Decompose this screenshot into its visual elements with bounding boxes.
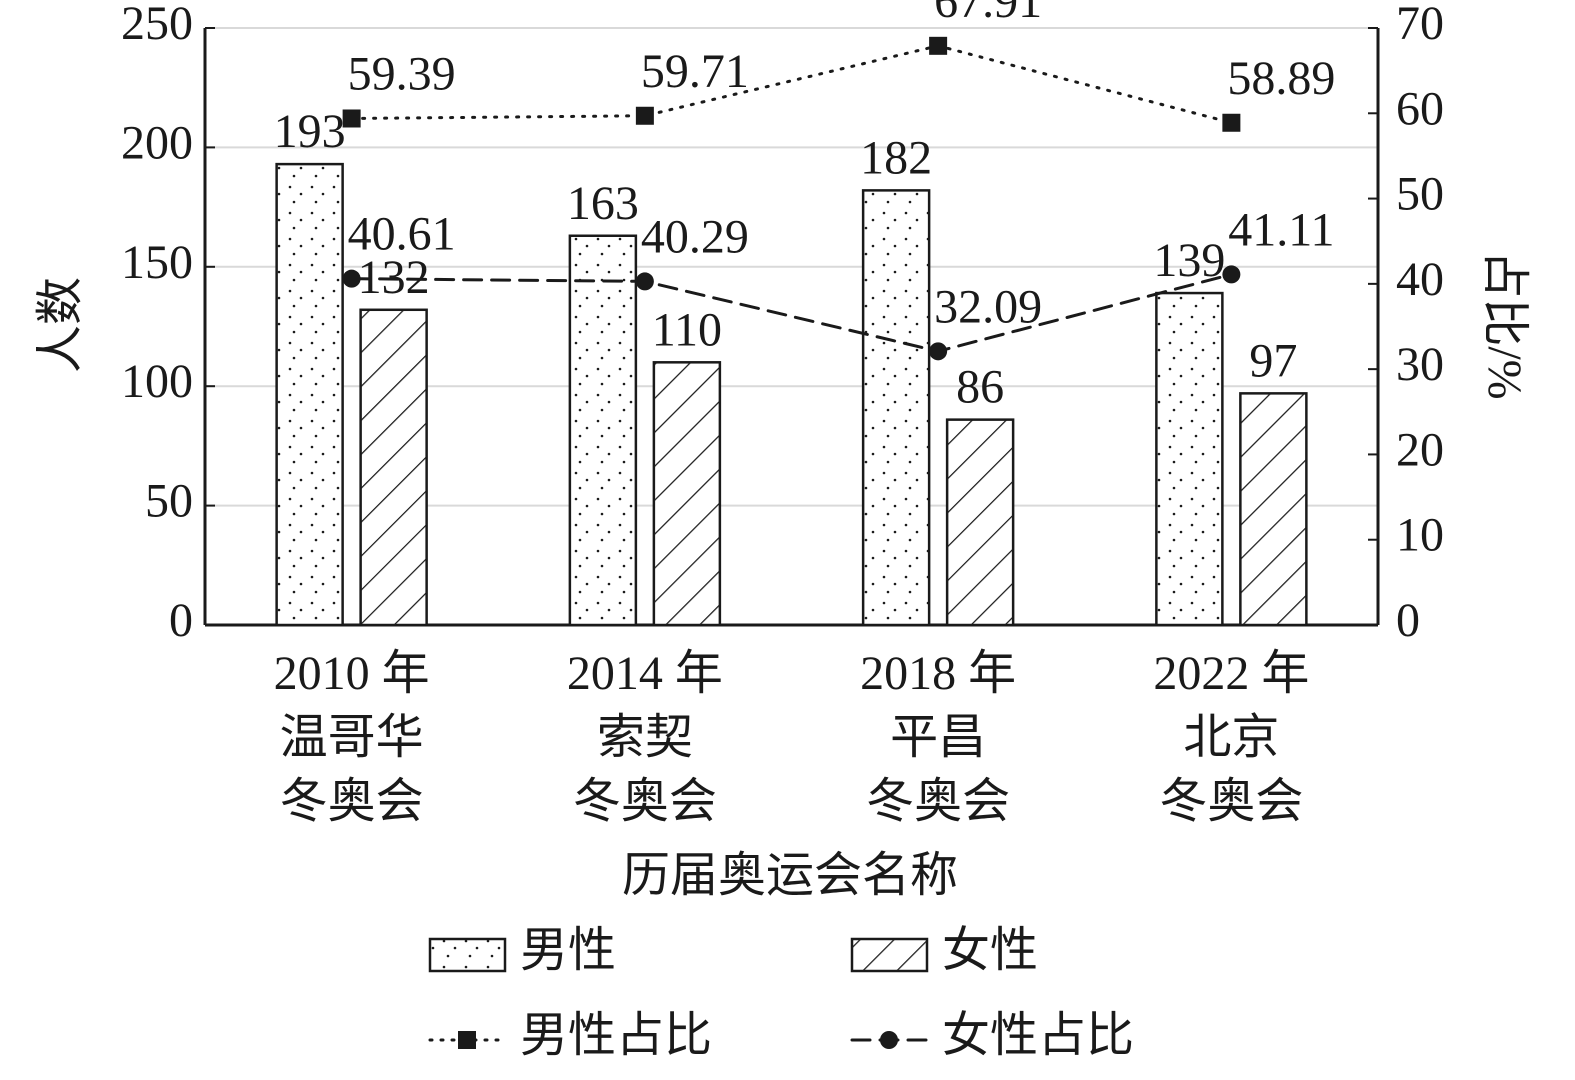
legend-label: 女性占比: [942, 1009, 1134, 1062]
x-tick-label: 冬奥会: [573, 775, 717, 828]
line-marker: [929, 342, 948, 361]
data-label: 40.29: [641, 210, 749, 263]
data-label: 67.91: [934, 0, 1042, 28]
x-tick-label: 2010 年: [274, 647, 430, 700]
x-tick-label: 温哥华: [280, 711, 424, 764]
legend-label: 男性占比: [520, 1009, 712, 1062]
y2-axis-title: 占比/%: [1478, 250, 1531, 399]
y2-tick-label: 10: [1396, 509, 1444, 562]
data-label: 59.39: [348, 48, 456, 101]
data-label: 40.61: [348, 208, 456, 261]
bar-pattern: [276, 164, 343, 625]
line-marker: [635, 106, 654, 125]
x-tick-label: 北京: [1183, 711, 1279, 764]
x-axis-title: 历届奥运会名称: [622, 849, 958, 902]
data-label: 97: [1249, 334, 1297, 387]
legend-swatch-pattern: [430, 939, 505, 971]
y-tick-label: 200: [121, 116, 193, 169]
data-label: 193: [274, 105, 346, 158]
line: [350, 44, 1233, 125]
bar-pattern: [863, 190, 930, 625]
bar-pattern: [360, 309, 427, 625]
line-marker: [1222, 113, 1241, 132]
line-marker: [342, 269, 361, 288]
line-marker: [929, 36, 948, 55]
y-tick-label: 150: [121, 236, 193, 289]
data-label: 41.11: [1228, 203, 1334, 256]
data-label: 32.09: [934, 280, 1042, 333]
line: [350, 272, 1233, 353]
data-label: 163: [567, 177, 639, 230]
y-tick-label: 250: [121, 0, 193, 50]
y2-tick-label: 50: [1396, 168, 1444, 221]
y2-tick-label: 20: [1396, 423, 1444, 476]
x-tick-label: 平昌: [890, 711, 986, 764]
y-tick-label: 0: [169, 594, 193, 647]
x-tick-label: 冬奥会: [280, 775, 424, 828]
bar-pattern: [947, 419, 1014, 625]
y2-tick-label: 70: [1396, 0, 1444, 50]
legend-marker: [880, 1031, 898, 1049]
data-label: 132: [358, 251, 430, 304]
y2-tick-label: 0: [1396, 594, 1420, 647]
data-label: 58.89: [1227, 52, 1335, 105]
y2-tick-label: 60: [1396, 82, 1444, 135]
x-tick-label: 冬奥会: [1159, 775, 1303, 828]
bar-pattern: [653, 362, 720, 625]
x-tick-label: 索契: [597, 711, 693, 764]
line-marker: [1222, 265, 1241, 284]
line-marker: [635, 272, 654, 291]
bar-pattern: [1240, 393, 1307, 625]
line-marker: [342, 109, 361, 128]
y-tick-label: 50: [145, 475, 193, 528]
y-axis-title: 人数: [34, 277, 87, 373]
legend-label: 女性: [942, 924, 1038, 977]
legend-swatch-pattern: [852, 939, 927, 971]
data-label: 59.71: [641, 45, 749, 98]
data-label: 86: [956, 361, 1004, 414]
data-label: 182: [860, 131, 932, 184]
y-tick-label: 100: [121, 355, 193, 408]
x-tick-label: 2022 年: [1153, 647, 1309, 700]
y2-tick-label: 30: [1396, 338, 1444, 391]
x-tick-label: 2018 年: [860, 647, 1016, 700]
data-label: 110: [652, 303, 722, 356]
y2-tick-label: 40: [1396, 253, 1444, 306]
x-tick-label: 冬奥会: [866, 775, 1010, 828]
legend-marker: [458, 1031, 476, 1049]
x-tick-label: 2014 年: [567, 647, 723, 700]
bar-pattern: [1156, 293, 1223, 625]
bar-pattern: [569, 235, 636, 626]
legend-label: 男性: [520, 924, 616, 977]
